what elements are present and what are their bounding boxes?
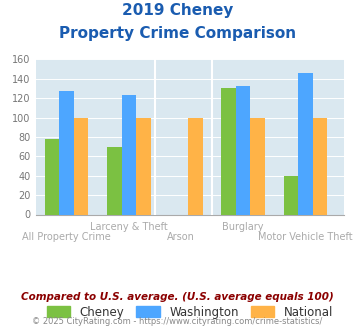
Text: Larceny & Theft: Larceny & Theft — [90, 222, 168, 232]
Bar — [122, 95, 136, 214]
Bar — [59, 91, 74, 214]
Bar — [284, 176, 298, 214]
Text: All Property Crime: All Property Crime — [22, 232, 111, 242]
Bar — [250, 117, 265, 214]
Bar — [74, 117, 88, 214]
Bar — [188, 117, 203, 214]
Legend: Cheney, Washington, National: Cheney, Washington, National — [42, 301, 338, 323]
Text: © 2025 CityRating.com - https://www.cityrating.com/crime-statistics/: © 2025 CityRating.com - https://www.city… — [32, 317, 323, 326]
Bar — [107, 147, 122, 214]
Text: Burglary: Burglary — [222, 222, 264, 232]
Text: Compared to U.S. average. (U.S. average equals 100): Compared to U.S. average. (U.S. average … — [21, 292, 334, 302]
Bar — [221, 87, 236, 214]
Text: 2019 Cheney: 2019 Cheney — [122, 3, 233, 18]
Text: Arson: Arson — [167, 232, 195, 242]
Text: Property Crime Comparison: Property Crime Comparison — [59, 26, 296, 41]
Bar — [45, 139, 59, 214]
Bar — [313, 117, 327, 214]
Bar — [298, 73, 313, 215]
Text: Motor Vehicle Theft: Motor Vehicle Theft — [258, 232, 353, 242]
Bar — [136, 117, 151, 214]
Bar — [236, 85, 250, 214]
